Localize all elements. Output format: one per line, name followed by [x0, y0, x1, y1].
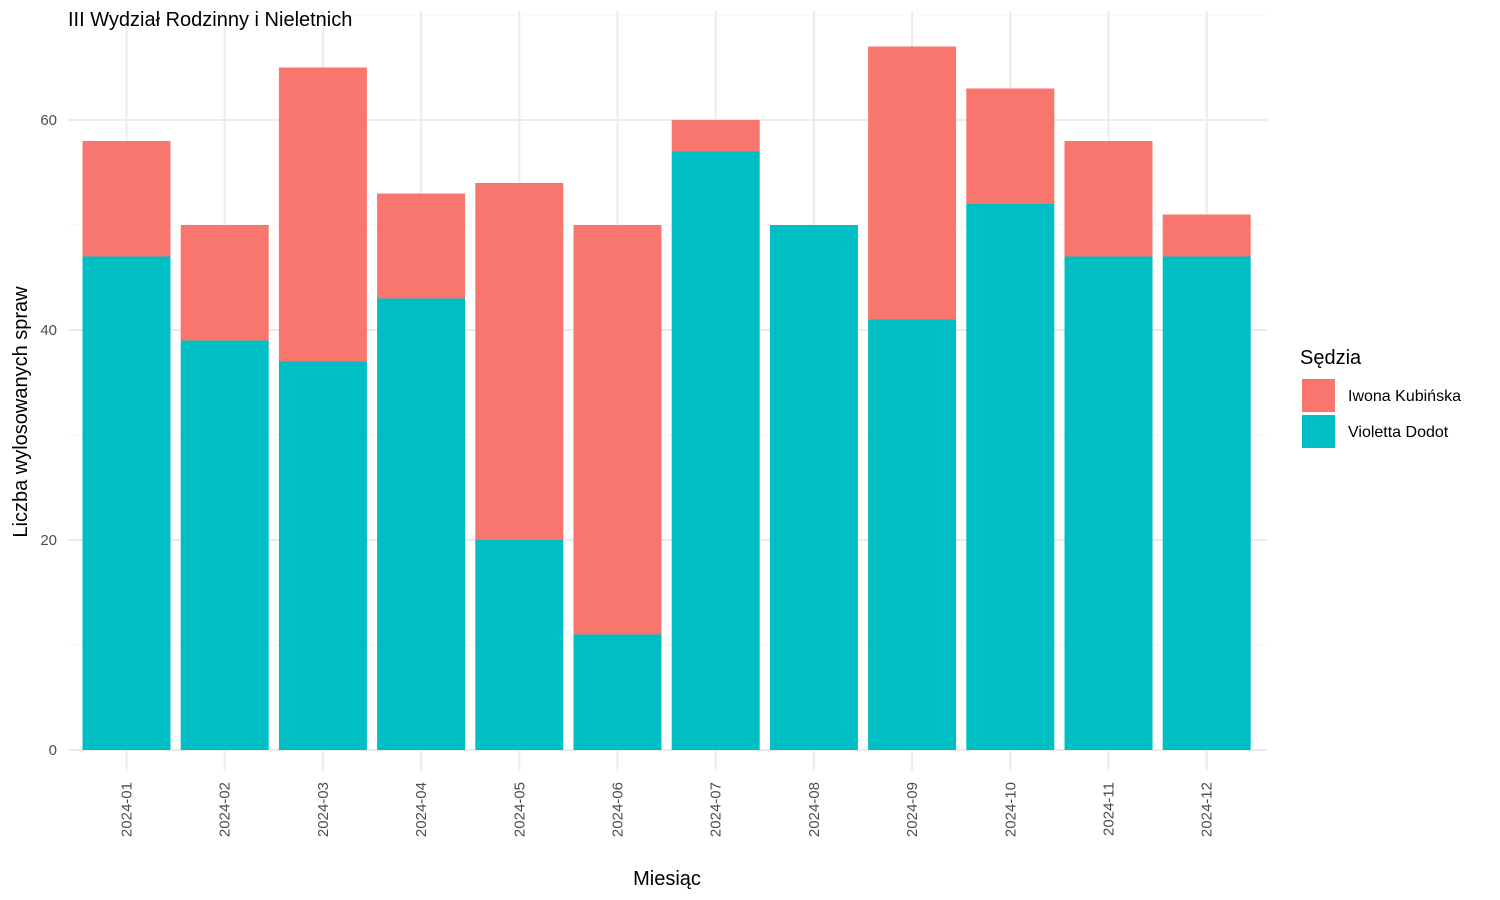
- x-tick-label: 2024-03: [315, 782, 332, 837]
- bar-segment: [475, 183, 564, 540]
- legend-swatch: [1302, 379, 1335, 412]
- x-tick-label: 2024-07: [708, 782, 725, 837]
- y-tick-label: 60: [40, 112, 57, 129]
- x-axis-ticks: 2024-01 2024-02 2024-03 2024-04 2024-05 2024-…: [119, 782, 1216, 837]
- x-tick-label: 2024-09: [904, 782, 921, 837]
- x-tick-label: 2024-08: [806, 782, 823, 837]
- legend: Sędzia Iwona Kubińska Violetta Dodot: [1300, 347, 1461, 448]
- y-tick-label: 0: [49, 742, 57, 759]
- bar-segment: [671, 151, 760, 750]
- legend-swatch: [1302, 415, 1335, 448]
- x-axis-title: Miesiąc: [633, 868, 701, 890]
- y-axis-title: Liczba wylosowanych spraw: [10, 286, 32, 538]
- bar-segment: [868, 319, 957, 750]
- bar-segment: [573, 634, 662, 750]
- bar-segment: [180, 225, 269, 341]
- bar-segment: [377, 193, 466, 299]
- chart-title: III Wydział Rodzinny i Nieletnich: [68, 9, 352, 31]
- bar-segment: [573, 225, 662, 635]
- y-tick-label: 20: [40, 532, 57, 549]
- legend-title: Sędzia: [1300, 347, 1362, 369]
- bar-segment: [278, 67, 367, 362]
- bar-segment: [966, 88, 1055, 204]
- x-tick-label: 2024-05: [511, 782, 528, 837]
- bar-segment: [82, 256, 171, 750]
- x-tick-label: 2024-02: [217, 782, 234, 837]
- bar-segment: [1064, 141, 1153, 257]
- x-tick-label: 2024-12: [1199, 782, 1216, 837]
- bar-segment: [278, 361, 367, 750]
- x-tick-label: 2024-11: [1101, 782, 1118, 836]
- bars: [82, 46, 1251, 750]
- bar-segment: [82, 141, 171, 257]
- bar-segment: [966, 204, 1055, 750]
- legend-label: Violetta Dodot: [1348, 424, 1449, 441]
- bar-segment: [475, 540, 564, 750]
- bar-segment: [1064, 256, 1153, 750]
- x-tick-label: 2024-01: [119, 782, 136, 837]
- legend-label: Iwona Kubińska: [1348, 388, 1461, 405]
- bar-segment: [769, 225, 858, 750]
- bar-segment: [671, 120, 760, 152]
- bar-segment: [868, 46, 957, 320]
- bar-segment: [377, 298, 466, 750]
- y-tick-label: 40: [40, 322, 57, 339]
- x-tick-label: 2024-06: [610, 782, 627, 837]
- y-axis-ticks: 0 20 40 60: [40, 112, 57, 759]
- bar-segment: [1162, 214, 1251, 257]
- bar-segment: [180, 340, 269, 750]
- x-tick-label: 2024-04: [413, 782, 430, 837]
- x-tick-label: 2024-10: [1002, 782, 1019, 837]
- bar-segment: [1162, 256, 1251, 750]
